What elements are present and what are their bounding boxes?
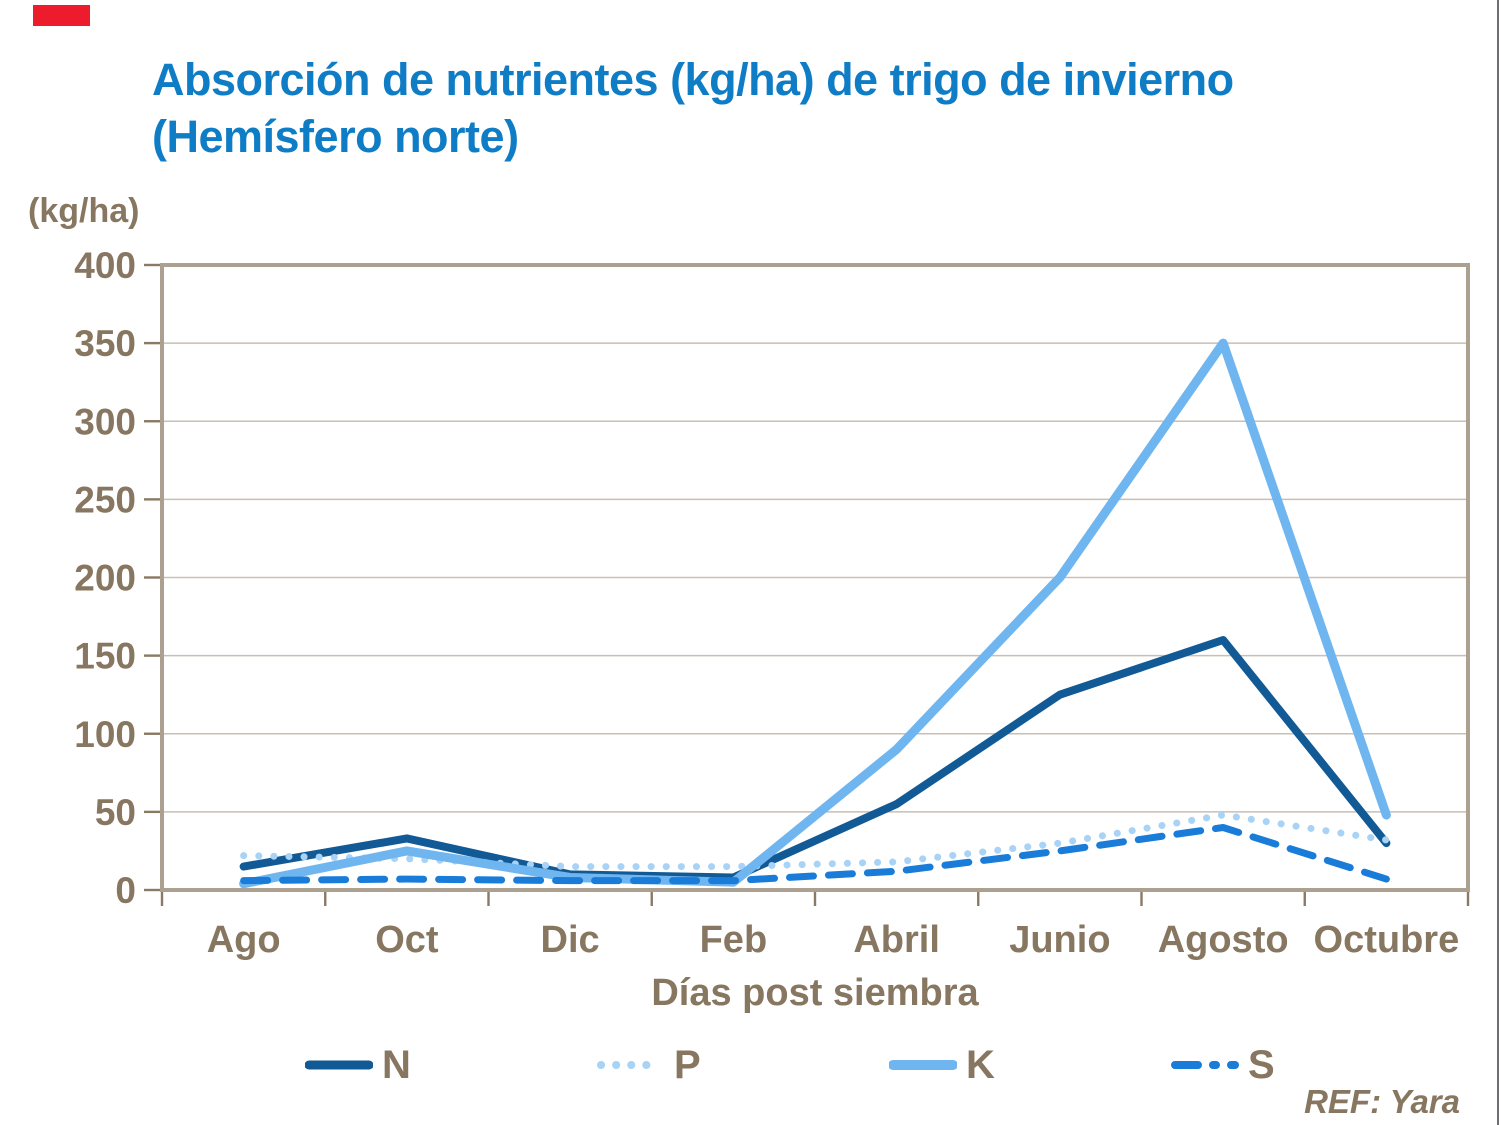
series-line-K — [239, 338, 1391, 889]
y-tick-label: 300 — [74, 401, 136, 442]
y-tick-label: 250 — [74, 479, 136, 520]
plot-frame — [160, 263, 1470, 892]
y-tick-label: 50 — [95, 792, 136, 833]
chart-title: Absorción de nutrientes (kg/ha) de trigo… — [152, 54, 1234, 162]
reference-text: REF: Yara — [1304, 1083, 1460, 1120]
series-line-P — [240, 811, 1390, 871]
legend-label-N: N — [382, 1042, 411, 1087]
series-line-N — [239, 636, 1391, 882]
right-edge-line — [1497, 0, 1499, 1125]
legend-item-S: S — [1171, 1038, 1275, 1092]
legend-item-N: N — [305, 1038, 411, 1092]
legend-item-P: P — [597, 1038, 701, 1092]
y-tick-label: 150 — [74, 636, 136, 677]
legend-label-K: K — [966, 1042, 995, 1087]
x-tick-label: Ago — [207, 919, 281, 961]
red-marker — [33, 5, 90, 26]
legend-swatch-N — [305, 1060, 373, 1070]
y-tick-label: 350 — [74, 323, 136, 364]
y-tick-label: 0 — [115, 870, 136, 911]
legend-swatch-S — [1171, 1061, 1239, 1069]
legend-label-P: P — [674, 1042, 701, 1087]
y-axis-unit-label: (kg/ha) — [28, 192, 140, 230]
y-tick-label: 400 — [74, 245, 136, 286]
x-tick-label: Oct — [375, 919, 439, 961]
legend-label-S: S — [1248, 1042, 1275, 1087]
legend-swatch-K — [889, 1060, 957, 1070]
legend-item-K: K — [889, 1038, 995, 1092]
x-tick-label: Feb — [700, 919, 768, 961]
x-axis-title: Días post siembra — [651, 972, 979, 1014]
x-tick-label: Junio — [1009, 919, 1110, 961]
x-tick-label: Abril — [853, 919, 940, 961]
legend-swatch-P — [597, 1061, 665, 1069]
x-tick-label: Agosto — [1158, 919, 1289, 961]
series-line-S — [240, 824, 1390, 885]
y-tick-label: 200 — [74, 558, 136, 599]
x-tick-label: Dic — [541, 919, 600, 961]
y-tick-label: 100 — [74, 714, 136, 755]
x-tick-label: Octubre — [1314, 919, 1460, 961]
